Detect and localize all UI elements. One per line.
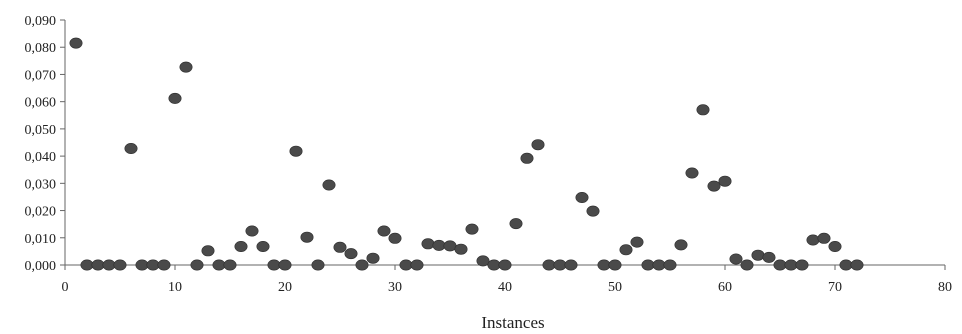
data-point xyxy=(344,248,358,260)
data-point xyxy=(663,259,677,271)
data-point xyxy=(377,225,391,237)
y-tick-label: 0,050 xyxy=(25,123,57,138)
data-point xyxy=(157,259,171,271)
x-tick-label: 40 xyxy=(498,280,512,295)
data-point xyxy=(102,259,116,271)
data-point xyxy=(839,259,853,271)
data-point xyxy=(806,234,820,246)
data-point xyxy=(168,92,182,104)
x-tick-label: 30 xyxy=(388,280,402,295)
data-point xyxy=(850,259,864,271)
data-point xyxy=(762,251,776,263)
data-point xyxy=(597,259,611,271)
data-point xyxy=(707,180,721,192)
data-point xyxy=(674,239,688,251)
data-point xyxy=(784,259,798,271)
data-point xyxy=(124,143,138,155)
y-tick-label: 0,000 xyxy=(25,259,57,274)
data-point xyxy=(113,259,127,271)
data-point xyxy=(520,152,534,164)
data-point xyxy=(366,252,380,264)
data-point xyxy=(399,259,413,271)
data-point xyxy=(575,192,589,204)
x-tick-label: 0 xyxy=(62,280,69,295)
data-point xyxy=(476,255,490,267)
data-point xyxy=(487,259,501,271)
data-point xyxy=(322,179,336,191)
data-point xyxy=(443,240,457,252)
data-point xyxy=(828,241,842,253)
data-point xyxy=(542,259,556,271)
data-point xyxy=(179,61,193,73)
y-tick-label: 0,070 xyxy=(25,68,57,83)
data-point xyxy=(531,139,545,151)
data-point xyxy=(212,259,226,271)
x-axis-title: Instances xyxy=(481,313,544,332)
data-point xyxy=(795,259,809,271)
data-point xyxy=(201,245,215,257)
data-point xyxy=(91,259,105,271)
data-point xyxy=(465,223,479,235)
data-point xyxy=(498,259,512,271)
data-point xyxy=(685,167,699,179)
data-point xyxy=(586,205,600,217)
data-point xyxy=(773,259,787,271)
data-point xyxy=(630,236,644,248)
data-point xyxy=(718,175,732,187)
data-point xyxy=(267,259,281,271)
data-point xyxy=(696,104,710,116)
data-point xyxy=(223,259,237,271)
x-tick-label: 10 xyxy=(168,280,182,295)
y-tick-label: 0,090 xyxy=(25,14,57,29)
data-point xyxy=(740,259,754,271)
data-point xyxy=(432,239,446,251)
data-point xyxy=(641,259,655,271)
data-point xyxy=(234,241,248,253)
data-point xyxy=(311,259,325,271)
y-tick-label: 0,040 xyxy=(25,150,57,165)
data-point xyxy=(388,232,402,244)
data-point xyxy=(509,218,523,230)
data-point xyxy=(410,259,424,271)
data-point xyxy=(190,259,204,271)
data-point xyxy=(278,259,292,271)
data-point xyxy=(619,244,633,256)
data-point xyxy=(729,253,743,265)
x-tick-label: 70 xyxy=(828,280,842,295)
data-point xyxy=(245,225,259,237)
data-point xyxy=(256,241,270,253)
data-point xyxy=(454,243,468,255)
data-point xyxy=(355,259,369,271)
data-point xyxy=(135,259,149,271)
y-tick-label: 0,010 xyxy=(25,232,57,247)
data-point xyxy=(564,259,578,271)
data-point xyxy=(553,259,567,271)
tick-marks xyxy=(60,19,946,270)
x-tick-label: 20 xyxy=(278,280,292,295)
tick-labels: 0,000 0,010 0,020 0,030 0,040 0,050 0,060 0,070… xyxy=(25,14,953,295)
data-point xyxy=(289,145,303,157)
data-point xyxy=(652,259,666,271)
data-point xyxy=(80,259,94,271)
data-point xyxy=(300,231,314,243)
data-point xyxy=(817,232,831,244)
data-point xyxy=(608,259,622,271)
data-point xyxy=(751,249,765,261)
x-tick-label: 50 xyxy=(608,280,622,295)
data-points xyxy=(69,37,864,271)
data-point xyxy=(69,37,83,49)
data-point xyxy=(333,241,347,253)
x-tick-label: 80 xyxy=(938,280,952,295)
axes xyxy=(64,20,945,266)
data-point xyxy=(421,238,435,250)
data-point xyxy=(146,259,160,271)
y-tick-label: 0,030 xyxy=(25,177,57,192)
y-tick-label: 0,060 xyxy=(25,96,57,111)
x-tick-label: 60 xyxy=(718,280,732,295)
y-tick-label: 0,020 xyxy=(25,205,57,220)
y-tick-label: 0,080 xyxy=(25,41,57,56)
